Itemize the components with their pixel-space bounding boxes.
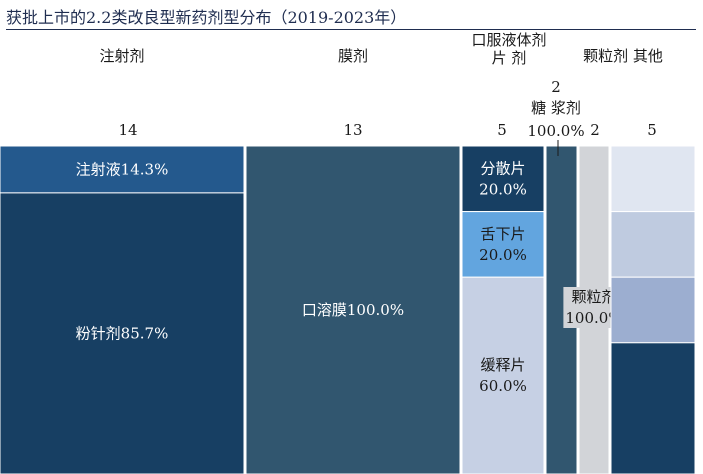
title-rule [6,29,696,30]
mekko-segment [245,145,461,474]
category-label: 颗粒剂 其他 [583,47,663,65]
mekko-segment [461,211,545,278]
category-count: 14 [118,121,137,139]
chart-title: 获批上市的2.2类改良型新药剂型分布（2019-2023年） [6,8,407,27]
mekko-segment [610,276,696,344]
category-count: 5 [497,121,507,139]
category-count: 2 [590,121,600,139]
segment-label: 粉针剂85.7% [76,324,169,342]
mekko-segment [610,145,696,213]
segment-label: 舌下片 20.0% [479,225,527,264]
category-count: 13 [343,121,362,139]
mekko-segment [0,145,245,194]
category-label: 口服液体剂片 剂 [471,31,546,67]
mekko-segment [0,192,245,474]
mekko-segment [461,276,545,474]
annotation-label: 2 [551,78,561,96]
category-label: 膜剂 [338,47,368,65]
segment-label: 颗粒剂 100.0% [565,288,622,327]
category-count: 5 [647,121,657,139]
mekko-segment [461,145,545,213]
category-label: 注射剂 [99,47,144,65]
mekko-segment [610,342,696,474]
mekko-segment [610,211,696,278]
segment-label: 分散片 20.0% [479,159,527,198]
segment-label: 口溶膜100.0% [302,301,404,319]
segment-label: 缓释片 60.0% [479,356,527,395]
annotation-label: 糖 浆剂 [531,99,581,117]
annotation-label: 100.0% [527,122,584,140]
segment-label: 注射液14.3% [76,160,169,178]
